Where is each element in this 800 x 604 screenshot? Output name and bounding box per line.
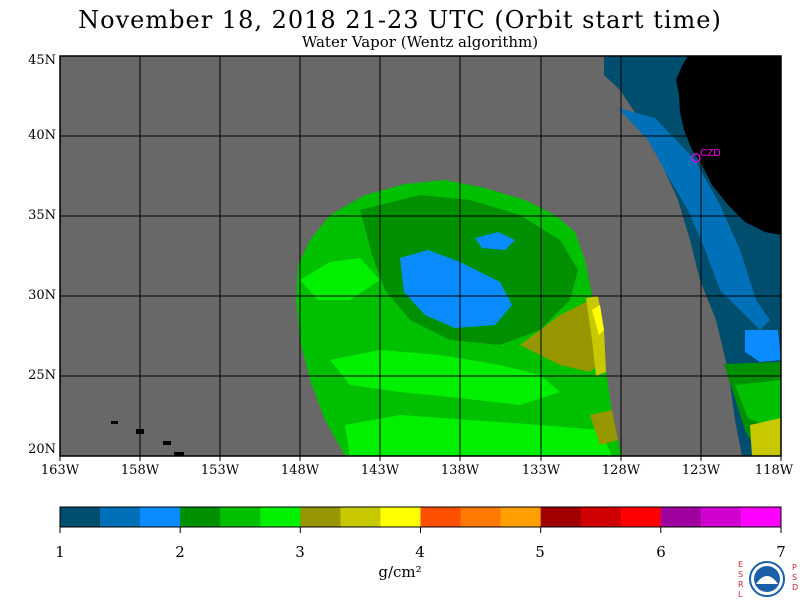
lon-label-133w: 133W [521, 463, 561, 478]
colorbar-label-6: 6 [656, 543, 666, 561]
land-mass [676, 56, 781, 235]
central-swath-bright-band-2 [330, 350, 560, 405]
lon-label-128w: 128W [601, 463, 641, 478]
colorbar-swatch [220, 507, 261, 527]
lon-label-163w: 163W [40, 463, 80, 478]
colorbar-swatch [540, 507, 582, 527]
colorbar-swatch [580, 507, 622, 527]
station-czd-marker [691, 153, 701, 163]
lat-label-40n: 40N [28, 128, 56, 143]
lon-label-123w: 123W [681, 463, 721, 478]
colorbar-swatch [100, 507, 141, 527]
colorbar-label-4: 4 [415, 543, 425, 561]
colorbar-swatch [700, 507, 742, 527]
lon-label-138w: 138W [440, 463, 480, 478]
colorbar-swatches [60, 507, 782, 527]
colorbar-swatch [300, 507, 341, 527]
colorbar-units: g/cm² [378, 563, 422, 581]
moist-band-yellow-2 [592, 305, 604, 335]
island-maui [163, 441, 171, 445]
lon-label-153w: 153W [200, 463, 240, 478]
lon-label-158w: 158W [120, 463, 160, 478]
colorbar-swatch [620, 507, 662, 527]
colorbar-swatch [180, 507, 221, 527]
colorbar-swatch [380, 507, 421, 527]
lat-label-35n: 35N [28, 208, 56, 223]
coastal-swath-lightgreen [735, 380, 781, 425]
central-swath-bright-band [300, 258, 380, 300]
esrl-text: ESRL [738, 560, 744, 599]
coastal-swath-yellow [750, 418, 781, 456]
lon-ticks [59, 456, 782, 461]
map-subtitle: Water Vapor (Wentz algorithm) [301, 33, 539, 51]
colorbar-swatch [420, 507, 462, 527]
colorbar-label-2: 2 [175, 543, 185, 561]
moist-band-olive-2 [590, 410, 618, 445]
colorbar-swatch [140, 507, 181, 527]
colorbar-swatch [500, 507, 542, 527]
dry-core [400, 250, 512, 328]
coastal-swath-bright [745, 330, 781, 362]
grid-lines [60, 56, 781, 456]
lon-label-143w: 143W [360, 463, 400, 478]
station-czd-label: CZD [700, 148, 721, 159]
colorbar-swatch [460, 507, 502, 527]
colorbar-swatch [260, 507, 301, 527]
map-title: November 18, 2018 21-23 UTC (Orbit start… [78, 6, 722, 34]
colorbar-label-1: 1 [55, 543, 65, 561]
noaa-emblem-icon [749, 561, 785, 597]
colorbar-swatch [740, 507, 782, 527]
psd-text: PSD [792, 563, 799, 592]
lat-label-45n: 45N [28, 53, 56, 68]
colorbar-label-5: 5 [535, 543, 545, 561]
island-hawaii [174, 452, 184, 456]
central-swath-bright-band-3 [345, 415, 612, 456]
lon-label-148w: 148W [280, 463, 320, 478]
colorbar-swatch [340, 507, 381, 527]
noaa-logo [736, 556, 798, 600]
colorbar-swatch [60, 507, 101, 527]
lat-label-30n: 30N [28, 288, 56, 303]
coastal-swath-mid [618, 108, 770, 330]
colorbar-swatch [660, 507, 702, 527]
island-kauai [111, 421, 118, 424]
lon-label-118w: 118W [754, 463, 794, 478]
colorbar-label-3: 3 [295, 543, 305, 561]
map-frame [59, 55, 782, 457]
colorbar-ticks [59, 527, 782, 533]
lat-label-25n: 25N [28, 368, 56, 383]
dry-core-small [475, 232, 515, 250]
lat-label-20n: 20N [28, 442, 56, 457]
colorbar-label-7: 7 [776, 543, 786, 561]
